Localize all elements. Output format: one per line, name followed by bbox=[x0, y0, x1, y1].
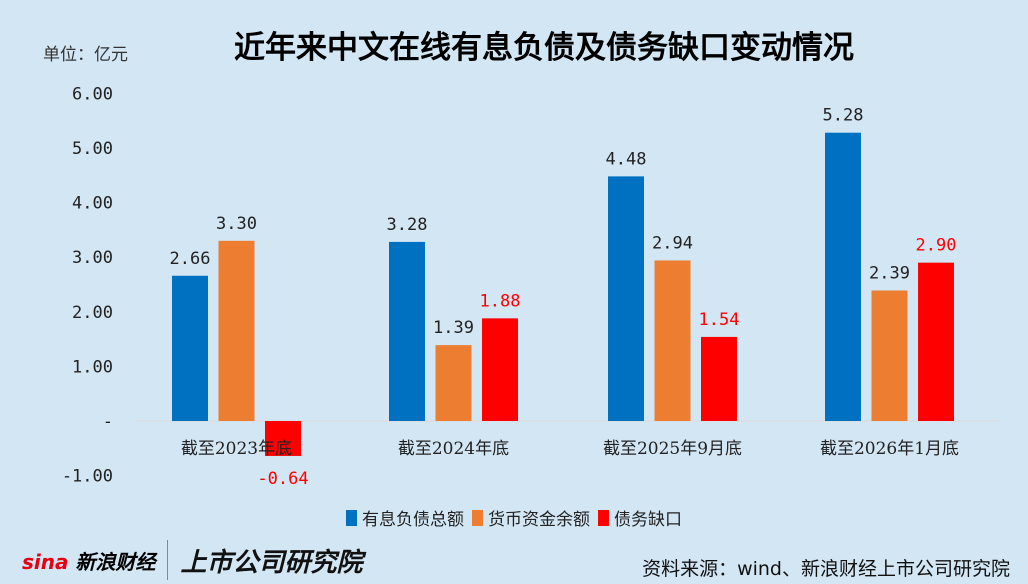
legend-item: 货币资金余额 bbox=[472, 505, 590, 530]
y-tick-label: 4.00 bbox=[72, 194, 113, 214]
chart-title: 近年来中文在线有息负债及债务缺口变动情况 bbox=[234, 30, 854, 66]
bar bbox=[172, 275, 208, 421]
y-tick-label: -1.00 bbox=[62, 467, 113, 487]
bar bbox=[265, 421, 301, 456]
bar bbox=[871, 290, 908, 421]
y-tick-label: 2.00 bbox=[72, 303, 113, 323]
data-label: 1.39 bbox=[433, 318, 474, 338]
data-label: 2.94 bbox=[652, 233, 693, 253]
data-label: 2.90 bbox=[916, 236, 957, 256]
bar bbox=[389, 241, 425, 421]
data-label: 1.88 bbox=[480, 291, 521, 311]
bar bbox=[701, 336, 737, 421]
data-label: 2.39 bbox=[869, 264, 910, 284]
data-label: -0.64 bbox=[257, 469, 308, 489]
bar-chart: 6.00 5.00 4.00 3.00 2.00 1.00 - -1.00 2.663.30 -0… bbox=[62, 84, 1000, 489]
legend-item: 债务缺口 bbox=[598, 505, 682, 530]
data-label: 3.28 bbox=[387, 215, 428, 235]
legend-swatch bbox=[598, 509, 609, 526]
legend-swatch bbox=[472, 509, 483, 526]
bar bbox=[825, 132, 861, 421]
data-label: 1.54 bbox=[699, 310, 740, 330]
legend-label: 货币资金余额 bbox=[488, 510, 590, 530]
x-tick-label: 截至2024年底 bbox=[398, 439, 509, 459]
legend-label: 有息负债总额 bbox=[362, 510, 464, 530]
y-tick-label: 6.00 bbox=[72, 84, 113, 104]
y-tick-label: 5.00 bbox=[72, 139, 113, 159]
bar bbox=[918, 262, 954, 421]
source-note: 资料来源：wind、新浪财经上市公司研究院 bbox=[642, 558, 1010, 580]
sina-logo: sina 新浪财经 bbox=[22, 549, 156, 574]
x-tick-label: 截至2025年9月底 bbox=[603, 439, 742, 459]
data-label: 4.48 bbox=[606, 149, 647, 169]
x-tick-label: 截至2023年底 bbox=[181, 439, 292, 459]
data-label: 5.28 bbox=[823, 106, 864, 126]
bar bbox=[608, 176, 644, 421]
legend-swatch bbox=[346, 509, 357, 526]
legend-label: 债务缺口 bbox=[614, 510, 682, 530]
bar bbox=[435, 345, 472, 421]
footer-logos: sina 新浪财经 上市公司研究院 bbox=[22, 540, 362, 580]
y-tick-label: 3.00 bbox=[72, 248, 113, 268]
y-tick-label: - bbox=[103, 412, 113, 432]
legend: 有息负债总额 货币资金余额 债务缺口 bbox=[0, 505, 1028, 530]
unit-label: 单位：亿元 bbox=[43, 45, 128, 65]
divider bbox=[167, 540, 169, 580]
bar bbox=[654, 260, 691, 421]
x-tick-label: 截至2026年1月底 bbox=[820, 439, 959, 459]
bar bbox=[218, 240, 255, 421]
institute-logo: 上市公司研究院 bbox=[180, 547, 363, 578]
data-label: 2.66 bbox=[170, 249, 211, 269]
y-tick-label: 1.00 bbox=[72, 357, 113, 377]
legend-item: 有息负债总额 bbox=[346, 505, 464, 530]
bar bbox=[482, 318, 518, 421]
data-label: 3.30 bbox=[216, 214, 257, 234]
